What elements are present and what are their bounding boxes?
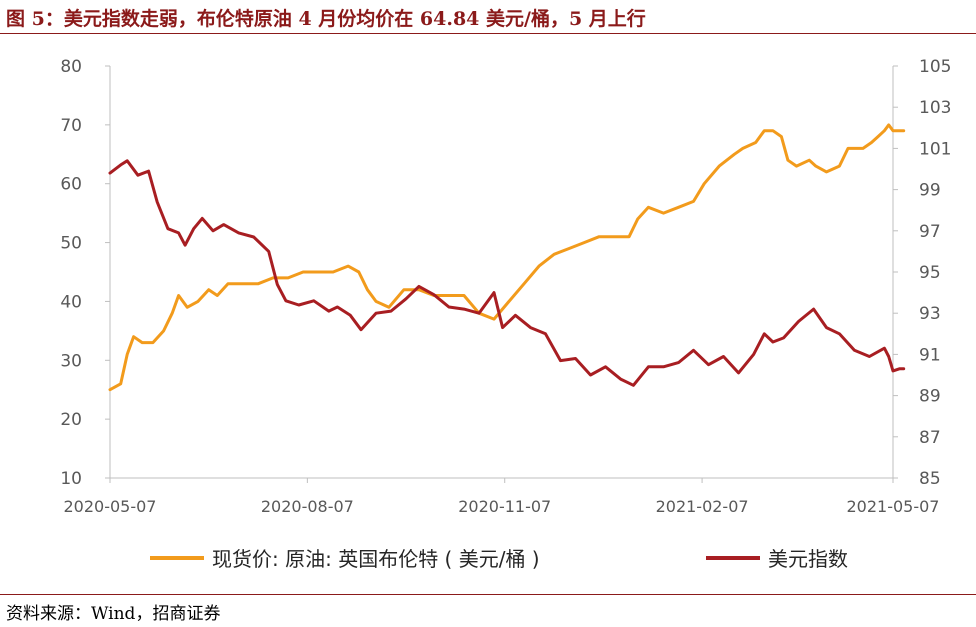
y-right-tick-label: 105 — [919, 57, 951, 77]
y-right-tick-label: 87 — [919, 428, 941, 448]
series-line-usd-index — [108, 159, 906, 387]
y-left-tick-label: 10 — [60, 469, 82, 489]
y-right-tick-label: 85 — [919, 469, 941, 489]
source-note: 资料来源：Wind，招商证券 — [6, 604, 221, 624]
y-left-tick-label: 50 — [60, 234, 82, 254]
y-right-tick-label: 97 — [919, 222, 941, 242]
figure-title: 图 5：美元指数走弱，布伦特原油 4 月份均价在 64.84 美元/桶，5 月上… — [6, 8, 646, 30]
y-left-tick-label: 60 — [60, 175, 82, 195]
legend: 现货价: 原油: 英国布伦特 ( 美元/桶 ) 美元指数 — [150, 547, 848, 571]
y-right-tick-label: 101 — [919, 139, 951, 159]
y-left-tick-label: 20 — [60, 410, 82, 430]
y-left-tick-label: 30 — [60, 351, 82, 371]
legend-label-usd-index: 美元指数 — [768, 547, 848, 571]
axes: 10 20 30 40 50 60 70 80 85 87 89 91 93 95 97 99 101 103 10… — [60, 57, 951, 516]
title-underline — [0, 33, 976, 34]
y-right-tick-label: 99 — [919, 181, 941, 201]
y-right-tick-label: 103 — [919, 98, 951, 118]
y-left-tick-label: 70 — [60, 116, 82, 136]
y-left-tick-label: 40 — [60, 292, 82, 312]
y-right-tick-label: 91 — [919, 345, 941, 365]
chart-canvas: 10 20 30 40 50 60 70 80 85 87 89 91 93 95 97 99 101 103 10… — [60, 57, 951, 571]
y-left-tick-label: 80 — [60, 57, 82, 77]
x-tick-label: 2020-11-07 — [458, 497, 551, 516]
x-tick-label: 2021-02-07 — [656, 497, 749, 516]
x-tick-label: 2020-05-07 — [64, 497, 157, 516]
y-right-tick-label: 95 — [919, 263, 941, 283]
series-lines — [108, 123, 906, 392]
legend-label-brent-oil: 现货价: 原油: 英国布伦特 ( 美元/桶 ) — [212, 547, 540, 571]
y-right-tick-label: 89 — [919, 387, 941, 407]
source-rule — [0, 594, 976, 595]
x-tick-label: 2021-05-07 — [847, 497, 940, 516]
series-line-brent-oil — [108, 123, 906, 392]
y-right-tick-label: 93 — [919, 304, 941, 324]
x-tick-label: 2020-08-07 — [261, 497, 354, 516]
